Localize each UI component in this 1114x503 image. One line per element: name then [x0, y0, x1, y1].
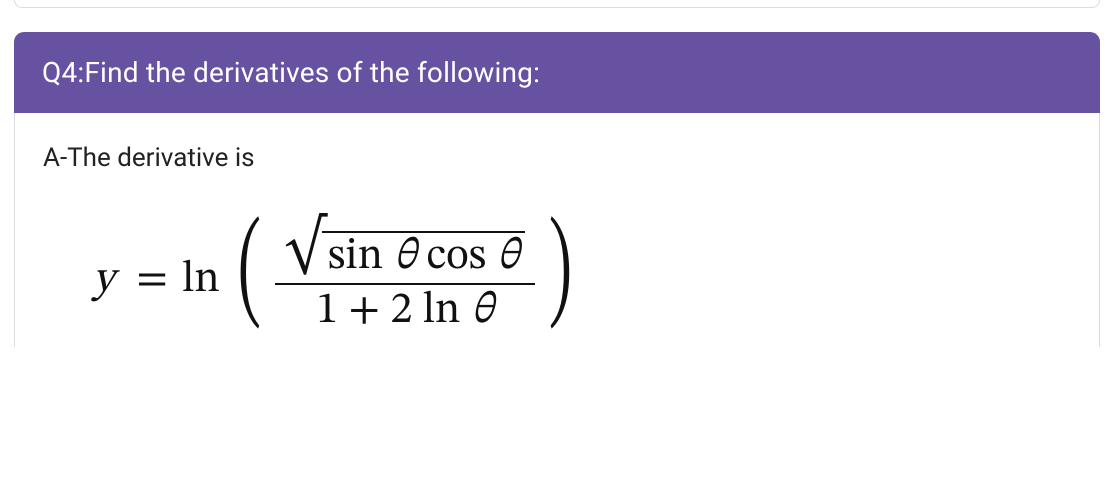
theta-2: θ	[496, 235, 519, 279]
radicand: sin θ cos θ	[322, 231, 525, 279]
answer-prompt-text: A-The derivative is	[43, 143, 255, 173]
fraction: √ sin θ cos θ 1 + 2 ln θ	[275, 223, 535, 337]
fraction-numerator: √ sin θ cos θ	[275, 223, 535, 283]
right-paren: )	[549, 238, 573, 310]
left-paren: (	[237, 238, 261, 310]
denominator-text: 1 + 2 ln	[316, 289, 470, 333]
equation-container: y = ln ( √ sin θ cos θ 1	[43, 223, 1071, 337]
answer-prompt: A-The derivative is	[43, 143, 1071, 173]
question-header: Q4:Find the derivatives of the following…	[14, 32, 1100, 113]
question-header-text: Q4:Find the derivatives of the following…	[42, 56, 540, 89]
theta-1: θ	[394, 235, 417, 279]
previous-card-bottom-edge	[14, 0, 1100, 8]
theta-3: θ	[471, 289, 494, 333]
equation-lhs: y	[93, 258, 114, 302]
square-root: √ sin θ cos θ	[285, 227, 525, 279]
question-card-body: A-The derivative is y = ln ( √ sin θ cos…	[14, 113, 1100, 347]
page-root: Q4:Find the derivatives of the following…	[0, 0, 1114, 503]
radicand-cos: cos	[416, 235, 496, 279]
equation: y = ln ( √ sin θ cos θ 1	[93, 223, 582, 337]
ln-func: ln	[182, 258, 220, 302]
radical-symbol: √	[285, 225, 326, 272]
fraction-denominator: 1 + 2 ln θ	[306, 285, 503, 337]
radicand-sin: sin	[328, 235, 394, 279]
equals-sign: =	[136, 258, 168, 302]
